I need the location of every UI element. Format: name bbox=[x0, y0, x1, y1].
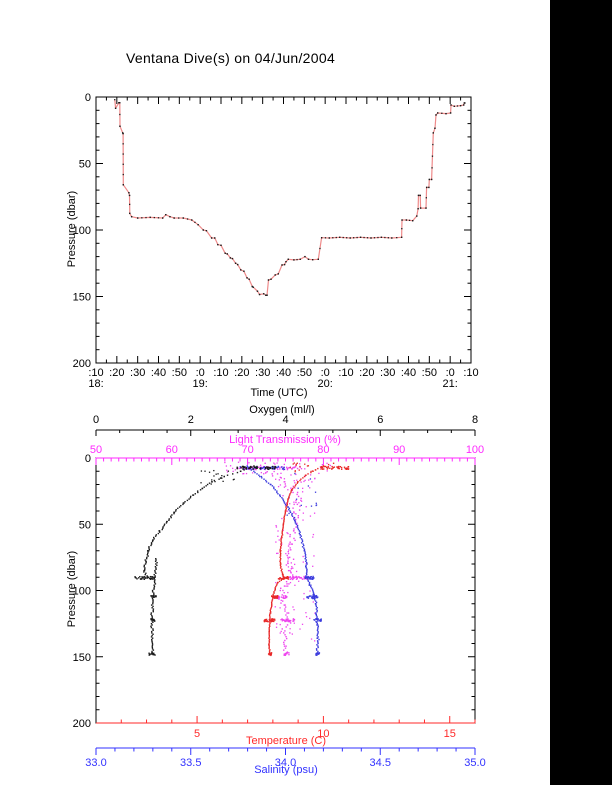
svg-text:150: 150 bbox=[73, 292, 91, 304]
svg-text:10: 10 bbox=[317, 728, 329, 740]
svg-text:21:: 21: bbox=[443, 378, 458, 390]
svg-text:33.0: 33.0 bbox=[85, 757, 106, 769]
pressure-axis-title-bottom: Pressure (dbar) bbox=[66, 550, 78, 628]
svg-text:34.5: 34.5 bbox=[370, 757, 391, 769]
svg-text::50: :50 bbox=[422, 367, 437, 379]
svg-text:35.0: 35.0 bbox=[464, 757, 485, 769]
svg-text::30: :30 bbox=[255, 367, 270, 379]
svg-text:5: 5 bbox=[194, 728, 200, 740]
svg-text:150: 150 bbox=[73, 652, 91, 664]
svg-text::0: :0 bbox=[321, 367, 330, 379]
temperature-axis-title: Temperature (C) bbox=[245, 735, 327, 747]
svg-text:4: 4 bbox=[282, 414, 288, 426]
svg-text::10: :10 bbox=[88, 367, 103, 379]
svg-text::0: :0 bbox=[446, 367, 455, 379]
svg-text:50: 50 bbox=[79, 159, 91, 171]
svg-text:100: 100 bbox=[73, 586, 91, 598]
svg-text::0: :0 bbox=[196, 367, 205, 379]
svg-text:0: 0 bbox=[93, 414, 99, 426]
svg-text:0: 0 bbox=[85, 453, 91, 465]
svg-text:200: 200 bbox=[73, 718, 91, 730]
svg-text:2: 2 bbox=[188, 414, 194, 426]
svg-text:6: 6 bbox=[377, 414, 383, 426]
svg-text:60: 60 bbox=[166, 444, 178, 456]
svg-text:80: 80 bbox=[317, 444, 329, 456]
svg-text:34.0: 34.0 bbox=[275, 757, 296, 769]
svg-text:8: 8 bbox=[472, 414, 478, 426]
svg-text:100: 100 bbox=[466, 444, 484, 456]
svg-text::40: :40 bbox=[401, 367, 416, 379]
oxygen-axis-title: Oxygen (ml/l) bbox=[249, 404, 315, 416]
svg-text:19:: 19: bbox=[193, 378, 208, 390]
svg-text:70: 70 bbox=[241, 444, 253, 456]
svg-text::20: :20 bbox=[359, 367, 374, 379]
svg-text::50: :50 bbox=[172, 367, 187, 379]
svg-text:15: 15 bbox=[444, 728, 456, 740]
svg-text::10: :10 bbox=[338, 367, 353, 379]
svg-text::30: :30 bbox=[380, 367, 395, 379]
svg-text:50: 50 bbox=[90, 444, 102, 456]
svg-text:0: 0 bbox=[85, 92, 91, 104]
svg-text:20:: 20: bbox=[318, 378, 333, 390]
time-axis-title: Time (UTC) bbox=[250, 387, 308, 399]
right-black-band bbox=[550, 0, 612, 785]
pressure-axis-title-top: Pressure (dbar) bbox=[66, 190, 78, 268]
svg-text::10: :10 bbox=[463, 367, 478, 379]
svg-text:50: 50 bbox=[79, 519, 91, 531]
page-title: Ventana Dive(s) on 04/Jun/2004 bbox=[126, 50, 336, 66]
light-transmission-axis-title: Light Transmission (%) bbox=[229, 434, 341, 446]
svg-text:18:: 18: bbox=[88, 378, 103, 390]
salinity-axis-title: Salinity (psu) bbox=[254, 764, 318, 776]
svg-text::30: :30 bbox=[130, 367, 145, 379]
svg-text:90: 90 bbox=[393, 444, 405, 456]
svg-text::20: :20 bbox=[234, 367, 249, 379]
svg-text:100: 100 bbox=[73, 225, 91, 237]
svg-text::10: :10 bbox=[213, 367, 228, 379]
svg-text:200: 200 bbox=[73, 358, 91, 370]
svg-text::40: :40 bbox=[276, 367, 291, 379]
svg-text:33.5: 33.5 bbox=[180, 757, 201, 769]
svg-text::20: :20 bbox=[109, 367, 124, 379]
svg-text::40: :40 bbox=[151, 367, 166, 379]
svg-text::50: :50 bbox=[297, 367, 312, 379]
